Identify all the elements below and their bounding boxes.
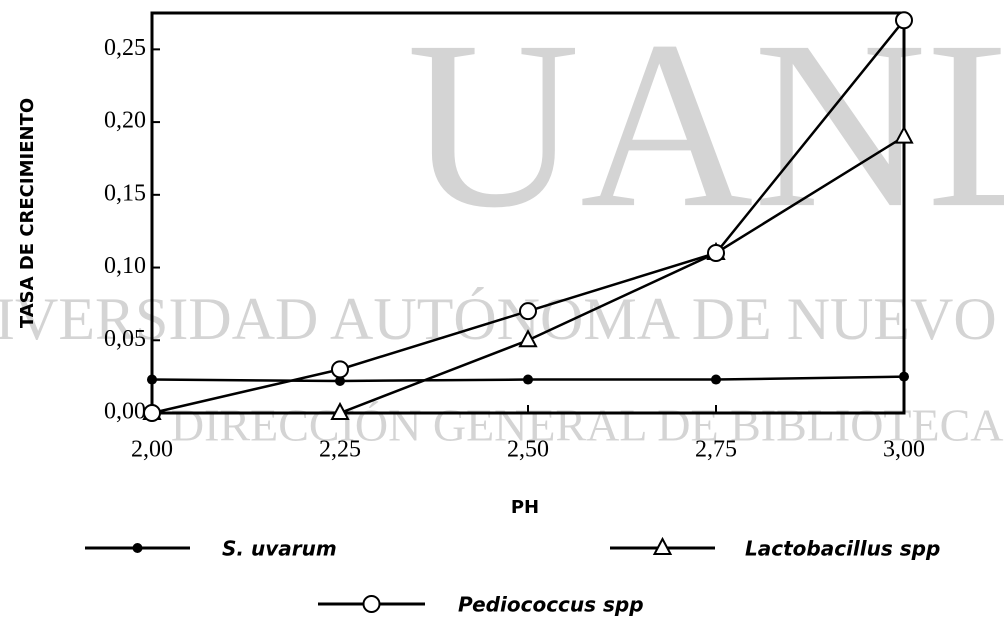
y-tick-label: 0,15 <box>104 180 146 206</box>
legend-marker <box>652 536 673 555</box>
legend-label: Pediococcus spp <box>458 593 644 617</box>
marker <box>335 376 345 386</box>
watermark: DIRECCIÓN GENERAL DE BIBLIOTECAS <box>171 400 1004 451</box>
marker <box>895 11 913 30</box>
legend-label: Lactobacillus spp <box>745 537 940 561</box>
marker <box>707 244 725 262</box>
y-axis-label: TASA DE CRECIMIENTO <box>17 98 38 328</box>
marker <box>894 125 914 144</box>
legend-marker <box>132 543 143 553</box>
x-tick-label: 2,25 <box>319 437 361 463</box>
x-tick-label: 2,50 <box>507 437 549 463</box>
marker <box>711 374 721 385</box>
x-tick-label: 3,00 <box>883 437 925 463</box>
x-tick-label: 2,00 <box>131 437 173 463</box>
watermark: UANL <box>407 0 1004 257</box>
marker <box>330 401 350 420</box>
legend-label: S. uvarum <box>222 537 337 561</box>
y-tick-label: 0,10 <box>104 253 146 279</box>
marker <box>147 374 157 385</box>
x-axis-label: PH <box>511 497 539 518</box>
x-tick-label: 2,75 <box>695 437 737 463</box>
marker <box>523 374 533 385</box>
marker <box>899 371 909 382</box>
y-tick-label: 0,20 <box>104 108 146 134</box>
marker <box>331 360 349 379</box>
marker <box>518 329 538 348</box>
y-tick-label: 0,05 <box>104 326 146 352</box>
marker <box>143 404 161 422</box>
legend-marker <box>362 595 381 613</box>
y-tick-label: 0,00 <box>104 399 146 425</box>
marker <box>519 302 537 321</box>
y-tick-label: 0,25 <box>104 35 146 61</box>
